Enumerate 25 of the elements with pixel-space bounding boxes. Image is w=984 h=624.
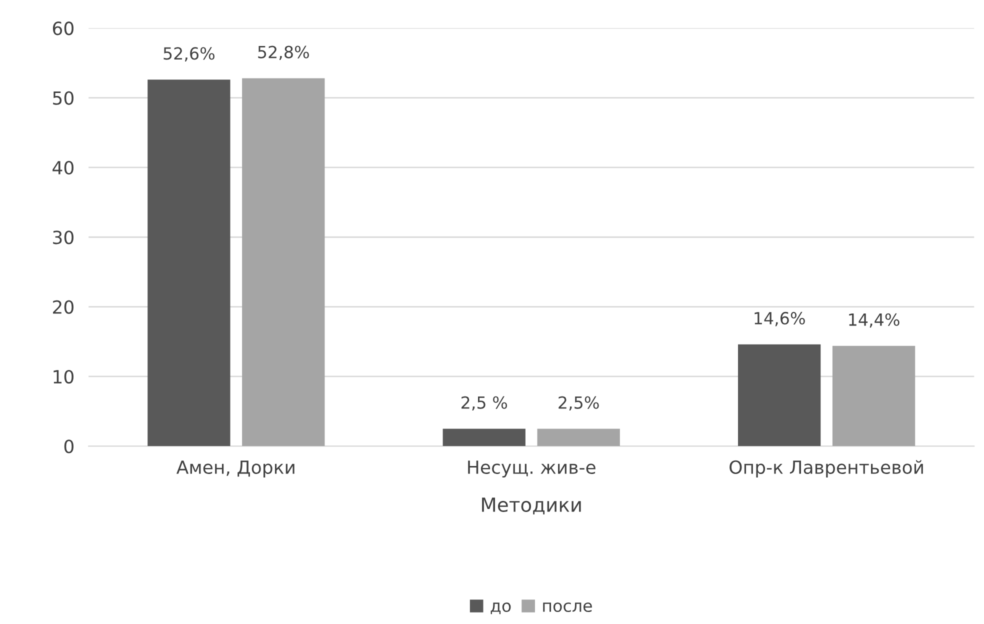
bar xyxy=(537,428,620,446)
bar xyxy=(148,80,230,446)
y-tick-label: 20 xyxy=(53,300,74,314)
data-label: 52,8% xyxy=(258,46,309,60)
y-tick-label: 0 xyxy=(64,440,74,454)
bar xyxy=(242,78,325,446)
x-axis-title: Методики xyxy=(482,498,581,514)
data-label: 14,4% xyxy=(849,313,900,328)
data-label: 14,6% xyxy=(754,312,805,326)
x-tick-label: Опр-к Лаврентьевой xyxy=(730,460,923,478)
y-tick-label: 10 xyxy=(54,370,74,384)
bar xyxy=(442,428,526,446)
data-label: 2,5% xyxy=(558,396,599,411)
legend-label: до xyxy=(490,602,511,614)
data-label: 52,6% xyxy=(164,47,214,62)
y-tick-label: 30 xyxy=(53,230,74,244)
y-tick-label: 50 xyxy=(53,91,74,105)
bar xyxy=(738,344,821,446)
bar xyxy=(832,346,916,446)
y-tick-label: 40 xyxy=(52,160,74,175)
legend-label: после xyxy=(543,602,592,612)
y-tick-label: 60 xyxy=(52,22,74,36)
x-tick-label: Несущ. жив-е xyxy=(468,460,596,478)
x-tick-label: Амен, Дорки xyxy=(176,460,294,478)
data-label: 2,5 % xyxy=(462,396,508,411)
